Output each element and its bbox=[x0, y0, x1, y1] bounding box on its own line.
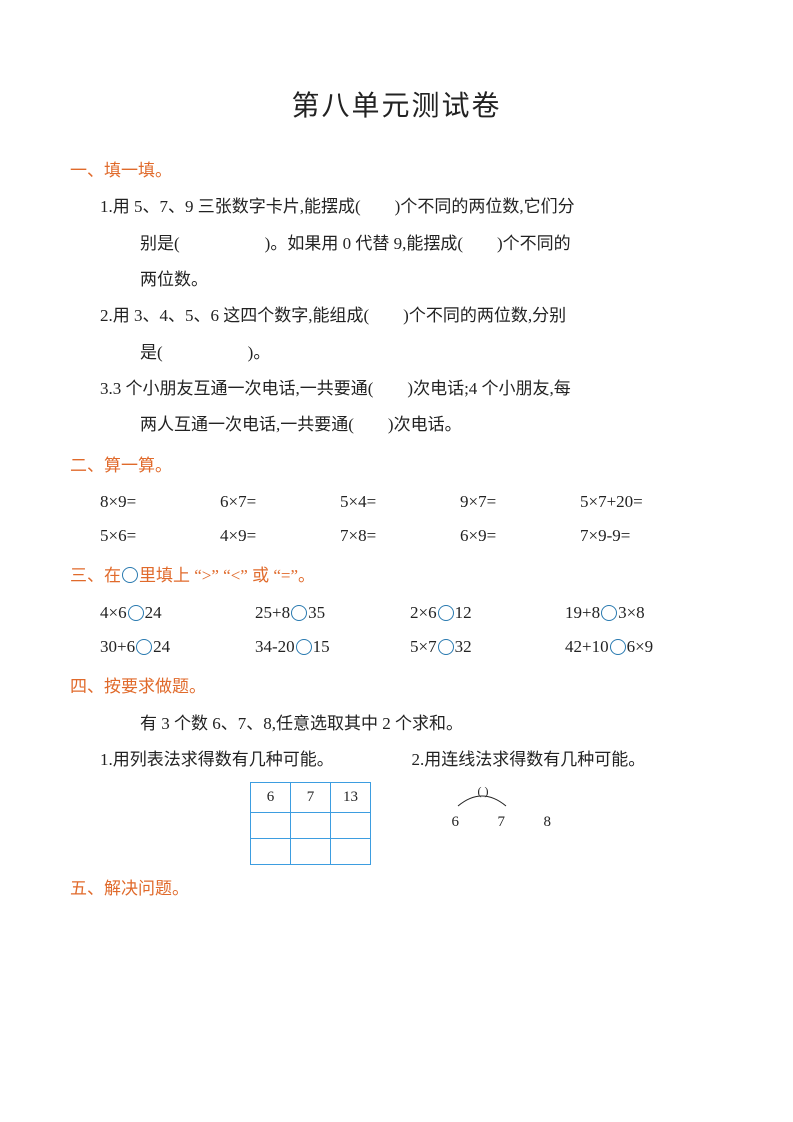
table-cell bbox=[331, 812, 371, 838]
rhs: 6×9 bbox=[627, 637, 654, 656]
s4-intro: 有 3 个数 6、7、8,任意选取其中 2 个求和。 bbox=[140, 708, 723, 740]
s4-link-wrap: ( ) 678 bbox=[412, 776, 724, 865]
s3-cell: 34-20 15 bbox=[255, 631, 410, 663]
section-3-head: 三、在里填上 “>” “<” 或 “=”。 bbox=[70, 560, 723, 592]
s3-cell: 42+10 6×9 bbox=[565, 631, 720, 663]
link-num: 7 bbox=[498, 808, 544, 837]
s3-row-1: 30+6 24 34-20 15 5×7 32 42+10 6×9 bbox=[100, 631, 723, 663]
s3-cell: 5×7 32 bbox=[410, 631, 565, 663]
lhs: 42+10 bbox=[565, 637, 609, 656]
page-title: 第八单元测试卷 bbox=[70, 80, 723, 133]
table-row bbox=[251, 838, 371, 864]
circle-icon bbox=[438, 605, 454, 621]
rhs: 24 bbox=[145, 603, 162, 622]
section-1-head: 一、填一填。 bbox=[70, 155, 723, 187]
s4-sub1: 1.用列表法求得数有几种可能。 bbox=[100, 744, 412, 776]
s3-cell: 30+6 24 bbox=[100, 631, 255, 663]
link-diagram: ( ) 678 bbox=[452, 782, 612, 832]
section-4-head: 四、按要求做题。 bbox=[70, 671, 723, 703]
s2-cell: 7×9-9= bbox=[580, 520, 720, 552]
link-num: 8 bbox=[544, 808, 590, 837]
s2-cell: 5×6= bbox=[100, 520, 220, 552]
table-cell bbox=[251, 838, 291, 864]
rhs: 35 bbox=[308, 603, 325, 622]
s3-cell: 4×6 24 bbox=[100, 597, 255, 629]
rhs: 32 bbox=[455, 637, 472, 656]
s4-diagram-row: 6 7 13 ( ) 678 bbox=[100, 776, 723, 865]
s2-row-1: 5×6= 4×9= 7×8= 6×9= 7×9-9= bbox=[100, 520, 723, 552]
link-numbers: 678 bbox=[452, 808, 590, 837]
lhs: 2×6 bbox=[410, 603, 437, 622]
circle-icon bbox=[610, 639, 626, 655]
section-2-head: 二、算一算。 bbox=[70, 450, 723, 482]
lhs: 19+8 bbox=[565, 603, 600, 622]
s4-sub-row: 1.用列表法求得数有几种可能。 2.用连线法求得数有几种可能。 bbox=[100, 744, 723, 776]
table-cell: 6 bbox=[251, 783, 291, 813]
s2-cell: 9×7= bbox=[460, 486, 580, 518]
s1-q1-line3: 两位数。 bbox=[140, 264, 723, 296]
circle-icon bbox=[291, 605, 307, 621]
s3-head-post: 里填上 “>” “<” 或 “=”。 bbox=[139, 566, 315, 585]
s2-cell: 5×7+20= bbox=[580, 486, 720, 518]
lhs: 25+8 bbox=[255, 603, 290, 622]
s3-cell: 19+8 3×8 bbox=[565, 597, 720, 629]
s1-q2-line1: 2.用 3、4、5、6 这四个数字,能组成( )个不同的两位数,分别 bbox=[100, 300, 723, 332]
s2-cell: 4×9= bbox=[220, 520, 340, 552]
s1-q3-line2: 两人互通一次电话,一共要通( )次电话。 bbox=[140, 409, 723, 441]
circle-icon bbox=[601, 605, 617, 621]
s1-q1-line2: 别是( )。如果用 0 代替 9,能摆成( )个不同的 bbox=[140, 228, 723, 260]
arc-icon bbox=[452, 790, 572, 810]
rhs: 15 bbox=[313, 637, 330, 656]
s3-row-0: 4×6 24 25+8 35 2×6 12 19+8 3×8 bbox=[100, 597, 723, 629]
table-row: 6 7 13 bbox=[251, 783, 371, 813]
table-cell: 7 bbox=[291, 783, 331, 813]
lhs: 34-20 bbox=[255, 637, 295, 656]
table-cell bbox=[251, 812, 291, 838]
s2-cell: 6×7= bbox=[220, 486, 340, 518]
table-cell bbox=[291, 838, 331, 864]
s2-cell: 8×9= bbox=[100, 486, 220, 518]
s3-cell: 25+8 35 bbox=[255, 597, 410, 629]
table-cell: 13 bbox=[331, 783, 371, 813]
table-cell bbox=[331, 838, 371, 864]
s1-q2-line2: 是( )。 bbox=[140, 337, 723, 369]
s1-q1-line1: 1.用 5、7、9 三张数字卡片,能摆成( )个不同的两位数,它们分 bbox=[100, 191, 723, 223]
s4-sub2: 2.用连线法求得数有几种可能。 bbox=[412, 744, 724, 776]
rhs: 3×8 bbox=[618, 603, 645, 622]
table-row bbox=[251, 812, 371, 838]
rhs: 12 bbox=[455, 603, 472, 622]
section-5-head: 五、解决问题。 bbox=[70, 873, 723, 905]
s2-cell: 7×8= bbox=[340, 520, 460, 552]
rhs: 24 bbox=[153, 637, 170, 656]
s2-cell: 5×4= bbox=[340, 486, 460, 518]
s4-table-wrap: 6 7 13 bbox=[100, 776, 412, 865]
circle-icon bbox=[128, 605, 144, 621]
s2-row-0: 8×9= 6×7= 5×4= 9×7= 5×7+20= bbox=[100, 486, 723, 518]
lhs: 30+6 bbox=[100, 637, 135, 656]
s3-head-pre: 三、在 bbox=[70, 566, 121, 585]
circle-icon bbox=[296, 639, 312, 655]
lhs: 5×7 bbox=[410, 637, 437, 656]
circle-icon bbox=[438, 639, 454, 655]
circle-icon bbox=[136, 639, 152, 655]
link-num: 6 bbox=[452, 808, 498, 837]
circle-icon bbox=[122, 567, 138, 583]
s2-cell: 6×9= bbox=[460, 520, 580, 552]
table-cell bbox=[291, 812, 331, 838]
s4-table: 6 7 13 bbox=[250, 782, 371, 865]
s3-cell: 2×6 12 bbox=[410, 597, 565, 629]
s1-q3-line1: 3.3 个小朋友互通一次电话,一共要通( )次电话;4 个小朋友,每 bbox=[100, 373, 723, 405]
lhs: 4×6 bbox=[100, 603, 127, 622]
